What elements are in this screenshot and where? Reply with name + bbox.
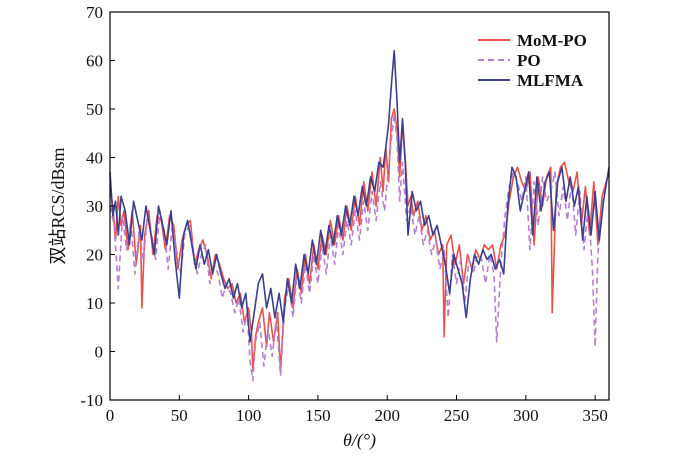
legend-label: PO (517, 51, 541, 70)
y-tick-label: 30 (86, 197, 103, 216)
legend-label: MLFMA (517, 71, 584, 90)
y-tick-label: 0 (95, 343, 104, 362)
series-line-po (109, 113, 610, 382)
x-tick-label: 0 (106, 406, 115, 425)
x-tick-label: 250 (444, 406, 470, 425)
x-axis-title: θ/(°) (343, 430, 376, 451)
x-tick-label: 100 (236, 406, 262, 425)
x-tick-label: 350 (582, 406, 608, 425)
x-tick-label: 50 (171, 406, 188, 425)
y-tick-label: 60 (86, 52, 103, 71)
x-tick-label: 150 (305, 406, 331, 425)
y-tick-label: -10 (80, 391, 103, 410)
series-layer (109, 49, 610, 382)
legend-label: MoM-PO (517, 31, 587, 50)
y-tick-label: 40 (86, 149, 103, 168)
y-tick-label: 70 (86, 3, 103, 22)
x-tick-label: 200 (374, 406, 400, 425)
y-tick-label: 20 (86, 246, 103, 265)
series-line-mlfma (109, 49, 610, 343)
x-tick-label: 300 (513, 406, 539, 425)
y-axis-title: 双站RCS/dBsm (48, 147, 68, 264)
y-tick-label: 50 (86, 100, 103, 119)
series-line-mom-po (109, 108, 610, 372)
y-tick-label: 10 (86, 294, 103, 313)
